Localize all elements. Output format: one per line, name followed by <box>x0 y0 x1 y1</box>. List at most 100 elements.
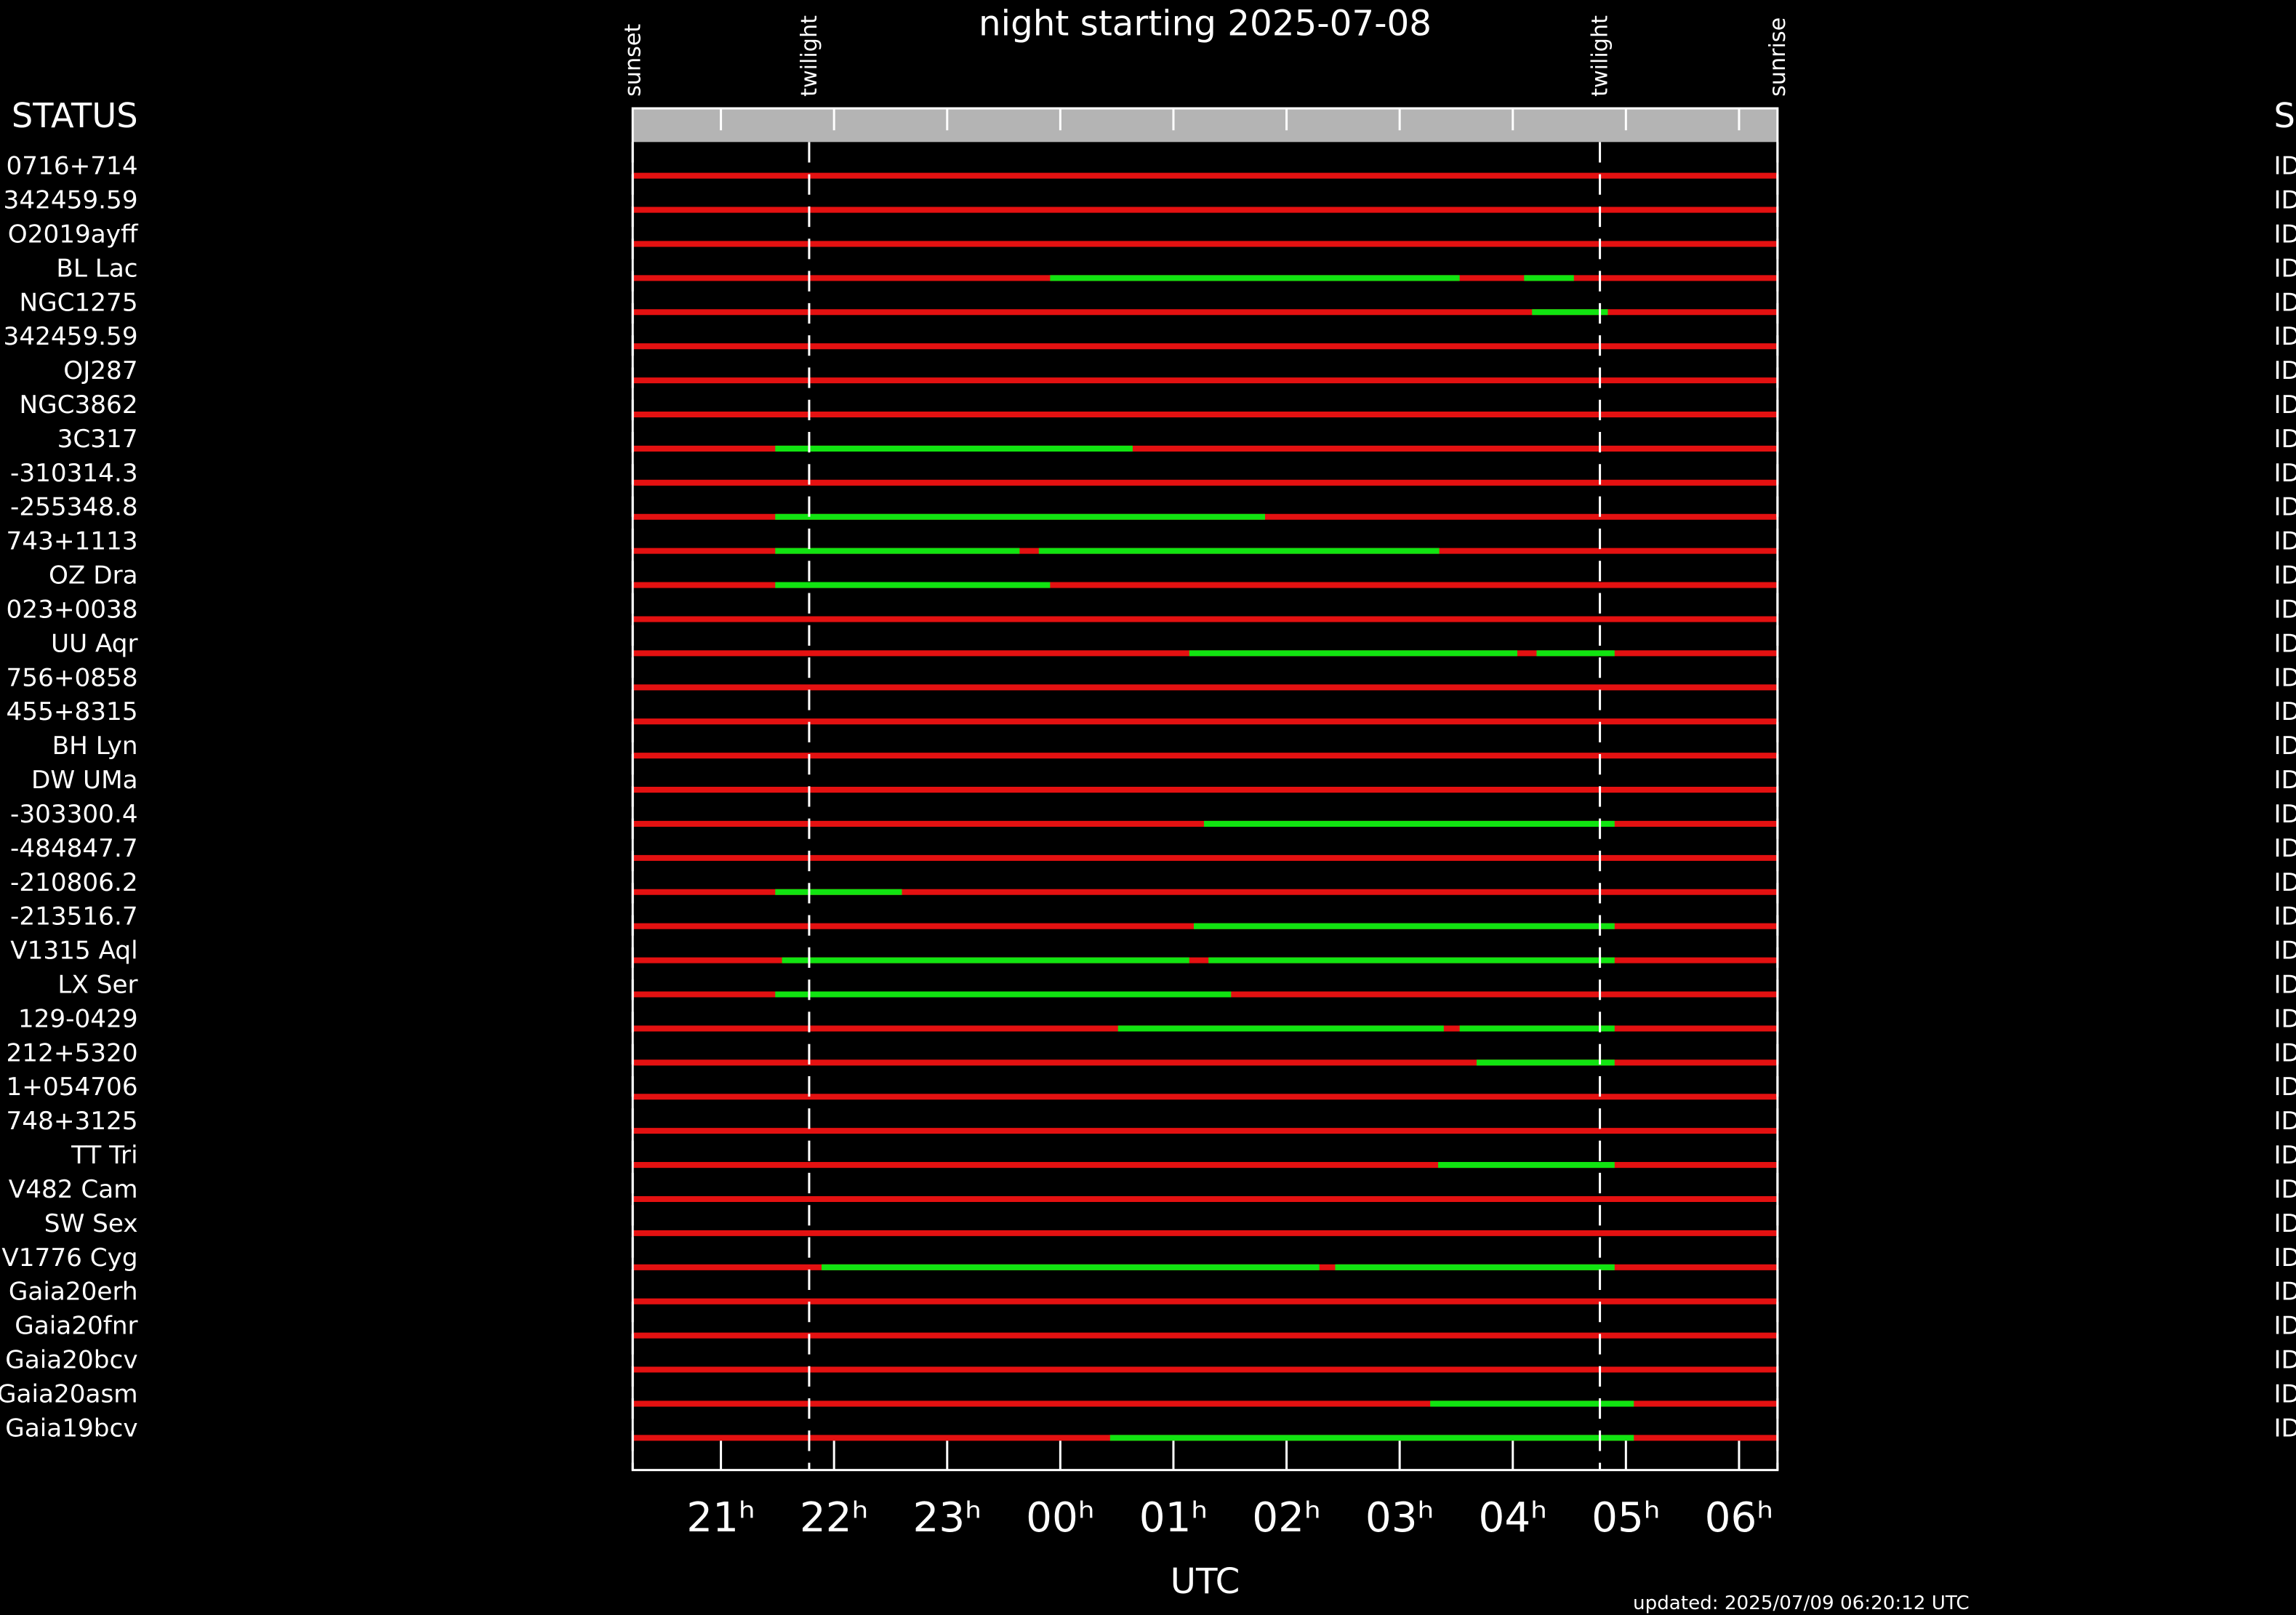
right-header: S <box>2273 96 2295 135</box>
target-status: ID <box>2273 1107 2296 1136</box>
target-name: Gaia20erh <box>9 1278 138 1307</box>
target-name: 1+054706 <box>7 1073 138 1102</box>
target-name: OJ287 <box>63 356 137 385</box>
target-status: ID <box>2273 527 2296 556</box>
target-status: ID <box>2273 322 2296 351</box>
target-name: -484847.7 <box>10 834 138 863</box>
target-status: ID <box>2273 356 2296 385</box>
target-name: V1776 Cyg <box>1 1243 137 1273</box>
target-name: 0716+714 <box>7 152 138 181</box>
target-name: O2019ayff <box>8 220 139 249</box>
target-name: 748+3125 <box>7 1107 138 1136</box>
target-status: ID <box>2273 459 2296 488</box>
target-name: LX Ser <box>57 970 138 999</box>
target-name: BL Lac <box>56 254 137 283</box>
target-status: ID <box>2273 1038 2296 1067</box>
x-tick-label: 00ʰ <box>1026 1494 1095 1542</box>
target-name: -255348.8 <box>10 493 138 522</box>
target-name: -303300.4 <box>10 800 138 829</box>
updated-note: updated: 2025/07/09 06:20:12 UTC <box>1633 1592 1970 1614</box>
target-status: ID <box>2273 288 2296 317</box>
target-status: ID <box>2273 697 2296 726</box>
plot-frame <box>631 107 1779 1472</box>
target-name: 212+5320 <box>7 1038 138 1067</box>
target-status: ID <box>2273 390 2296 420</box>
x-tick-label: 05ʰ <box>1591 1494 1661 1542</box>
x-tick-label: 04ʰ <box>1478 1494 1547 1542</box>
target-status: ID <box>2273 1346 2296 1375</box>
event-label: twilight <box>797 15 822 97</box>
target-status: ID <box>2273 1073 2296 1102</box>
target-name: Gaia20bcv <box>5 1346 137 1375</box>
target-name: 3C317 <box>57 425 138 454</box>
target-status: ID <box>2273 766 2296 795</box>
target-status: ID <box>2273 902 2296 931</box>
target-status: ID <box>2273 595 2296 624</box>
target-status: ID <box>2273 663 2296 692</box>
target-status: ID <box>2273 1278 2296 1307</box>
target-status: ID <box>2273 732 2296 761</box>
target-name: -213516.7 <box>10 902 138 931</box>
x-axis-label: UTC <box>1171 1561 1240 1602</box>
event-label: sunrise <box>1765 17 1791 97</box>
target-status: ID <box>2273 186 2296 215</box>
x-tick-label: 03ʰ <box>1365 1494 1434 1542</box>
target-status: ID <box>2273 1175 2296 1204</box>
event-label: twilight <box>1588 15 1613 97</box>
target-status: ID <box>2273 1243 2296 1273</box>
target-name: NGC3862 <box>20 390 138 420</box>
event-label: sunset <box>620 24 646 97</box>
target-status: ID <box>2273 937 2296 966</box>
target-name: 023+0038 <box>7 595 138 624</box>
target-status: ID <box>2273 493 2296 522</box>
target-name: BH Lyn <box>52 732 138 761</box>
target-status: ID <box>2273 868 2296 897</box>
status-header: STATUS <box>12 96 138 135</box>
top-bar <box>633 108 1778 143</box>
target-name: TT Tri <box>71 1141 138 1170</box>
x-tick-label: 02ʰ <box>1252 1494 1321 1542</box>
target-name: -310314.3 <box>10 459 138 488</box>
x-tick-label: 21ʰ <box>686 1494 755 1542</box>
target-status: ID <box>2273 1414 2296 1443</box>
target-name: 342459.59 <box>4 186 138 215</box>
target-name: NGC1275 <box>20 288 138 317</box>
target-status: ID <box>2273 152 2296 181</box>
x-tick-label: 23ʰ <box>913 1494 982 1542</box>
target-name: Gaia19bcv <box>5 1414 137 1443</box>
target-status: ID <box>2273 1312 2296 1341</box>
target-status: ID <box>2273 425 2296 454</box>
x-tick-label: 22ʰ <box>800 1494 869 1542</box>
target-name: 743+1113 <box>7 527 138 556</box>
target-status: ID <box>2273 1209 2296 1238</box>
target-name: -210806.2 <box>10 868 138 897</box>
target-status: ID <box>2273 800 2296 829</box>
target-status: ID <box>2273 970 2296 999</box>
target-name: SW Sex <box>44 1209 138 1238</box>
target-status: ID <box>2273 254 2296 283</box>
x-tick-label: 01ʰ <box>1139 1494 1208 1542</box>
target-name: Gaia20fnr <box>15 1312 138 1341</box>
target-name: V482 Cam <box>9 1175 138 1204</box>
target-name: 455+8315 <box>7 697 138 726</box>
target-name: UU Aqr <box>51 629 138 658</box>
x-tick-label: 06ʰ <box>1705 1494 1774 1542</box>
target-name: V1315 Aql <box>10 937 137 966</box>
target-status: ID <box>2273 834 2296 863</box>
target-status: ID <box>2273 1379 2296 1408</box>
target-status: ID <box>2273 220 2296 249</box>
target-name: 342459.59 <box>4 322 138 351</box>
target-status: ID <box>2273 1004 2296 1033</box>
target-name: DW UMa <box>31 766 138 795</box>
target-name: Gaia20asm <box>0 1379 138 1408</box>
target-name: OZ Dra <box>49 561 138 590</box>
chart-title: night starting 2025-07-08 <box>979 3 1432 44</box>
target-status: ID <box>2273 561 2296 590</box>
target-status: ID <box>2273 1141 2296 1170</box>
target-name: 129-0429 <box>18 1004 138 1033</box>
target-status: ID <box>2273 629 2296 658</box>
target-name: 756+0858 <box>7 663 138 692</box>
